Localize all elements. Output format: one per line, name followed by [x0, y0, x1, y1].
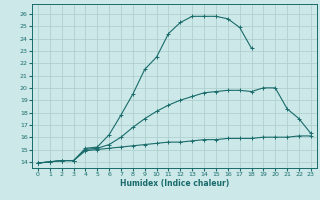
- X-axis label: Humidex (Indice chaleur): Humidex (Indice chaleur): [120, 179, 229, 188]
